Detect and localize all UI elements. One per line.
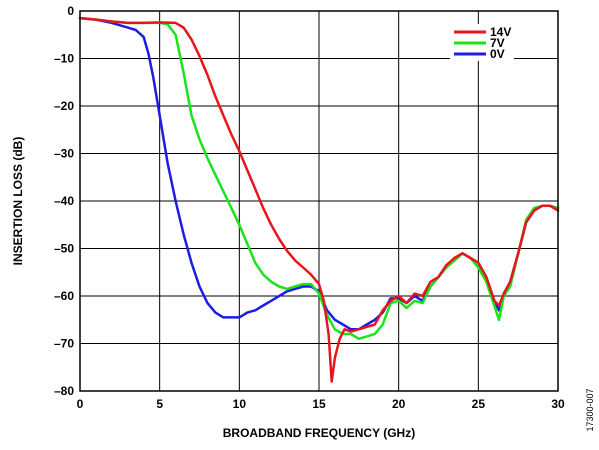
y-tick-label: –50 — [54, 242, 74, 256]
legend-label-0v: 0V — [490, 47, 505, 61]
y-axis-title: INSERTION LOSS (dB) — [11, 137, 25, 266]
data-series — [78, 16, 560, 383]
y-tick-label: –40 — [54, 194, 74, 208]
x-axis-ticks: 0 5 10 15 20 25 30 — [77, 397, 565, 411]
y-axis-ticks: 0 –10 –20 –30 –40 –50 –60 –70 –80 — [54, 4, 74, 398]
x-tick-label: 15 — [312, 397, 326, 411]
y-tick-label: 0 — [67, 4, 74, 18]
y-tick-label: –80 — [54, 384, 74, 398]
figure-id: 17300-007 — [585, 388, 595, 431]
x-tick-label: 10 — [233, 397, 247, 411]
y-tick-label: –60 — [54, 289, 74, 303]
y-tick-label: –10 — [54, 52, 74, 66]
y-tick-label: –70 — [54, 337, 74, 351]
y-tick-label: –20 — [54, 99, 74, 113]
legend-label-14v: 14V — [490, 25, 511, 39]
x-tick-label: 25 — [472, 397, 486, 411]
series-line-14v — [78, 16, 560, 383]
plot-frame — [79, 10, 559, 392]
legend-label-7v: 7V — [490, 36, 505, 50]
x-tick-label: 30 — [551, 397, 565, 411]
x-tick-label: 0 — [77, 397, 84, 411]
y-tick-label: –30 — [54, 147, 74, 161]
x-tick-label: 5 — [156, 397, 163, 411]
x-axis-title: BROADBAND FREQUENCY (GHz) — [223, 426, 415, 440]
x-tick-label: 20 — [392, 397, 406, 411]
